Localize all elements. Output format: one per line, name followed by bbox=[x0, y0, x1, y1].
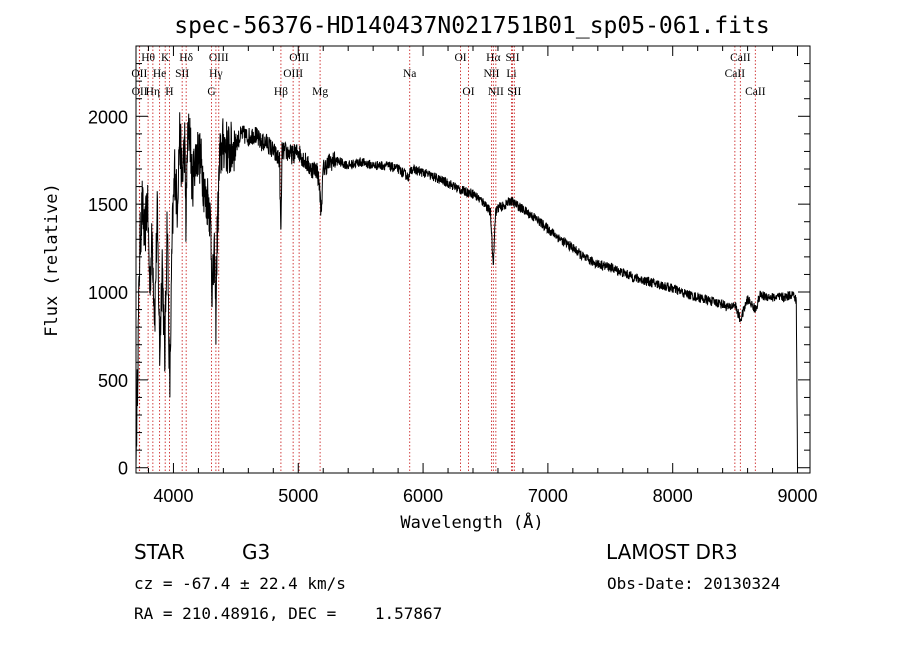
marker-label: OIII bbox=[209, 52, 229, 64]
x-tick-label: 5000 bbox=[278, 486, 318, 506]
marker-label: CaII bbox=[725, 68, 746, 80]
marker-label: OI bbox=[454, 52, 466, 64]
marker-label: Li bbox=[506, 68, 516, 80]
object-subclass: G3 bbox=[242, 540, 271, 564]
marker-label: OIII bbox=[289, 52, 309, 64]
x-tick-label: 6000 bbox=[403, 486, 443, 506]
marker-label: Hθ bbox=[141, 52, 155, 64]
marker-label: Hη bbox=[146, 86, 160, 98]
marker-label: Hβ bbox=[274, 86, 288, 98]
x-tick-label: 7000 bbox=[528, 486, 568, 506]
marker-label: CaII bbox=[745, 86, 766, 98]
x-tick-label: 4000 bbox=[153, 486, 193, 506]
object-class: STAR bbox=[134, 540, 185, 564]
marker-label: SII bbox=[507, 86, 521, 98]
y-axis-label: Flux (relative) bbox=[42, 183, 62, 337]
marker-label: K bbox=[161, 52, 170, 64]
axis-ticks: 4000 5000 6000 7000 8000 9000 0 500 1000 1500 2000 bbox=[88, 46, 818, 506]
marker-label: SII bbox=[506, 52, 520, 64]
y-tick-label: 0 bbox=[118, 459, 128, 479]
obs-date: Obs-Date: 20130324 bbox=[607, 574, 781, 593]
marker-label: H bbox=[165, 86, 173, 98]
y-tick-label: 2000 bbox=[88, 107, 128, 127]
marker-label: CaII bbox=[730, 52, 751, 64]
marker-label: Hγ bbox=[209, 68, 222, 80]
survey-name: LAMOST DR3 bbox=[606, 540, 738, 564]
marker-label: He bbox=[153, 68, 166, 80]
marker-label: G bbox=[207, 86, 215, 98]
chart-title: spec-56376-HD140437N021751B01_sp05-061.f… bbox=[174, 13, 769, 39]
marker-label: Hδ bbox=[179, 52, 193, 64]
plot-frame bbox=[135, 45, 811, 474]
marker-label: OIII bbox=[283, 68, 303, 80]
y-tick-label: 1000 bbox=[88, 283, 128, 303]
coordinates: RA = 210.48916, DEC = 1.57867 bbox=[134, 604, 443, 623]
y-tick-label: 500 bbox=[98, 371, 128, 391]
marker-label: NII bbox=[488, 86, 504, 98]
x-tick-label: 9000 bbox=[777, 486, 817, 506]
x-axis-label: Wavelength (Å) bbox=[400, 511, 543, 533]
redshift-readout: cz = -67.4 ± 22.4 km/s bbox=[134, 574, 346, 593]
spectrum-line bbox=[135, 112, 798, 468]
marker-label: SII bbox=[175, 68, 189, 80]
marker-label: NII bbox=[483, 68, 499, 80]
marker-label: Na bbox=[403, 68, 416, 80]
x-tick-label: 8000 bbox=[653, 486, 693, 506]
marker-label: OI bbox=[462, 86, 474, 98]
marker-label: Hα bbox=[486, 52, 500, 64]
marker-label: Mg bbox=[312, 86, 328, 98]
y-tick-label: 1500 bbox=[88, 195, 128, 215]
